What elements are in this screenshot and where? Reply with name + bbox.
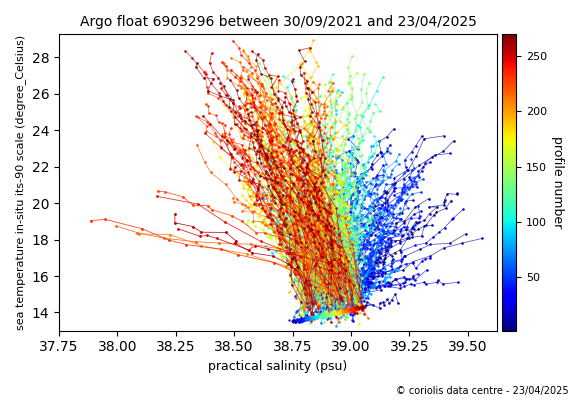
Text: © coriolis data centre - 23/04/2025: © coriolis data centre - 23/04/2025 [396, 386, 568, 396]
Y-axis label: profile number: profile number [551, 136, 564, 229]
Title: Argo float 6903296 between 30/09/2021 and 23/04/2025: Argo float 6903296 between 30/09/2021 an… [79, 15, 476, 29]
Y-axis label: sea temperature in-situ its-90 scale (degree_Celsius): sea temperature in-situ its-90 scale (de… [15, 35, 26, 330]
X-axis label: practical salinity (psu): practical salinity (psu) [208, 360, 347, 373]
